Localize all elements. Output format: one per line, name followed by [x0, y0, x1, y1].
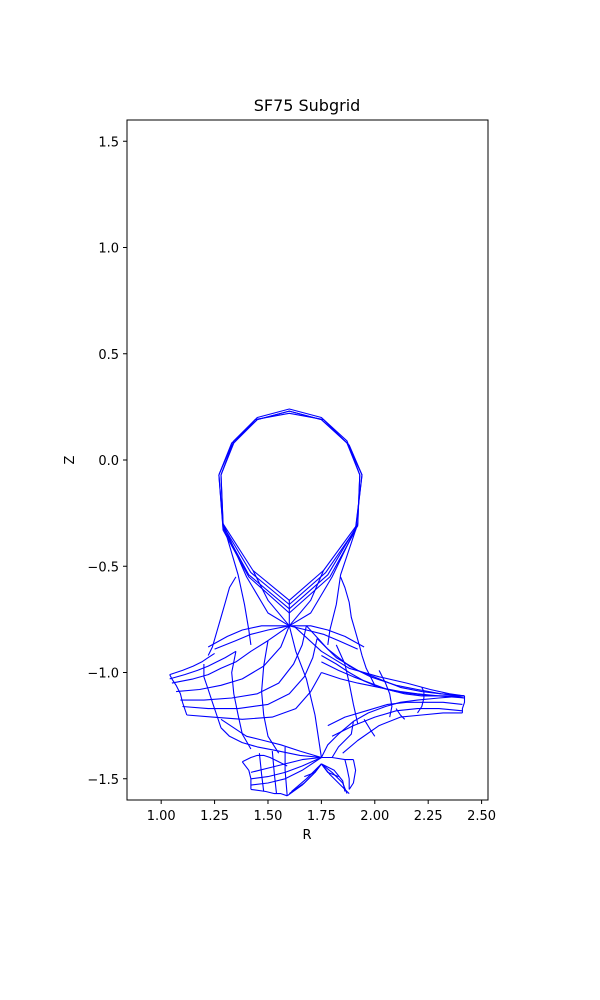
- x-tick-label: 2.50: [467, 809, 496, 824]
- grid-line-17: [169, 652, 215, 676]
- grid-line-60: [342, 712, 463, 754]
- grid-line-6: [252, 570, 290, 627]
- y-axis-label: Z: [63, 455, 78, 464]
- grid-line-63: [378, 670, 393, 718]
- grid-line-26: [231, 651, 252, 750]
- grid-line-7: [327, 523, 359, 645]
- grid-line-9: [288, 570, 325, 627]
- y-tick-label: 0.5: [98, 348, 119, 363]
- grid-line-13: [207, 625, 290, 648]
- grid-line-28: [288, 625, 322, 758]
- grid-line-32: [242, 754, 288, 767]
- grid-line-46: [304, 763, 322, 778]
- y-tick-label: 1.0: [98, 242, 119, 257]
- grid-line-11: [207, 576, 237, 656]
- grid-line-27: [261, 640, 280, 754]
- grid-line-68: [395, 708, 406, 720]
- y-axis-ticks: 1.5 1.0 0.5 0.0 −0.5 −1.0 −1.5: [87, 135, 127, 788]
- grid-line-45: [321, 763, 346, 792]
- grid-line-57: [321, 661, 465, 699]
- y-tick-label: −0.5: [87, 560, 119, 575]
- grid-line-18: [169, 650, 237, 680]
- grid-line-64: [335, 644, 359, 724]
- grid-line-48: [321, 756, 354, 761]
- x-tick-label: 2.00: [360, 809, 389, 824]
- grid-line-22: [182, 638, 318, 710]
- x-axis-ticks: 1.00 1.25 1.50 1.75 2.00 2.25 2.50: [147, 800, 496, 824]
- chart-title: SF75 Subgrid: [254, 96, 361, 115]
- grid-line-25: [203, 664, 222, 728]
- grid-line-58: [327, 701, 463, 727]
- grid-line-55: [293, 625, 465, 697]
- grid-line-23: [186, 672, 322, 720]
- grid-line-36: [250, 788, 288, 797]
- grid-line-8: [289, 523, 359, 627]
- grid-line-14: [214, 625, 290, 650]
- grid-line-62: [417, 687, 425, 714]
- grid-line-19: [171, 625, 290, 684]
- grid-line-51: [320, 695, 465, 758]
- plot-lines: [169, 408, 466, 797]
- grid-line-61: [461, 695, 466, 713]
- grid-line-15: [289, 625, 365, 648]
- grid-line-21: [180, 625, 307, 701]
- y-tick-label: −1.0: [87, 667, 119, 682]
- y-tick-label: −1.5: [87, 773, 119, 788]
- y-tick-label: 0.0: [98, 454, 119, 469]
- grid-line-47: [320, 763, 339, 778]
- grid-line-44: [321, 763, 348, 794]
- x-tick-label: 1.75: [307, 809, 336, 824]
- plot-frame: [126, 119, 489, 801]
- grid-line-12: [340, 576, 363, 656]
- grid-line-38: [271, 751, 278, 794]
- grid-line-29: [220, 727, 322, 759]
- x-tick-label: 1.25: [200, 809, 229, 824]
- grid-line-20: [176, 625, 290, 693]
- grid-line-50: [348, 759, 357, 790]
- grid-line-65: [361, 655, 376, 686]
- grid-line-37: [258, 753, 265, 792]
- grid-line-67: [363, 719, 376, 737]
- grid-line-30: [220, 718, 322, 759]
- grid-line-24: [169, 674, 188, 716]
- x-axis-label: R: [302, 828, 311, 843]
- y-tick-label: 1.5: [98, 135, 119, 150]
- grid-line-66: [331, 721, 354, 758]
- x-tick-label: 1.00: [147, 809, 176, 824]
- grid-line-49: [344, 759, 350, 790]
- grid-line-3: [218, 412, 363, 614]
- x-tick-label: 1.50: [254, 809, 283, 824]
- grid-line-39: [284, 746, 288, 796]
- x-tick-label: 2.25: [414, 809, 443, 824]
- grid-line-16: [289, 625, 358, 650]
- grid-line-59: [331, 708, 463, 737]
- grid-line-54: [316, 638, 465, 697]
- grid-line-5: [222, 523, 290, 627]
